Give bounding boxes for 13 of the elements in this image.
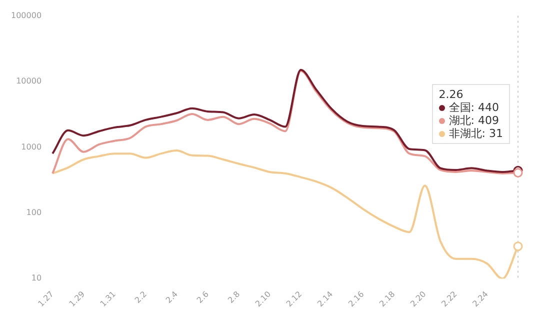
x-tick-label: 2.8 bbox=[226, 290, 242, 305]
x-tick-label: 2.4 bbox=[164, 290, 180, 305]
y-tick-label: 100 bbox=[26, 208, 42, 217]
x-tick-label: 2.6 bbox=[195, 290, 211, 305]
x-tick-label: 2.2 bbox=[133, 290, 149, 305]
annotation: 全国: 440 bbox=[448, 101, 499, 114]
annotation: 湖北: 409 bbox=[448, 114, 499, 128]
y-tick-label: 10 bbox=[31, 274, 42, 283]
y-tick-label: 10000 bbox=[16, 76, 42, 86]
y-tick-label: 1000 bbox=[21, 142, 42, 152]
annotation: 2.26 bbox=[438, 88, 464, 102]
y-tick-label: 100000 bbox=[10, 10, 42, 20]
annotation: 非湖北: 31 bbox=[448, 127, 503, 140]
